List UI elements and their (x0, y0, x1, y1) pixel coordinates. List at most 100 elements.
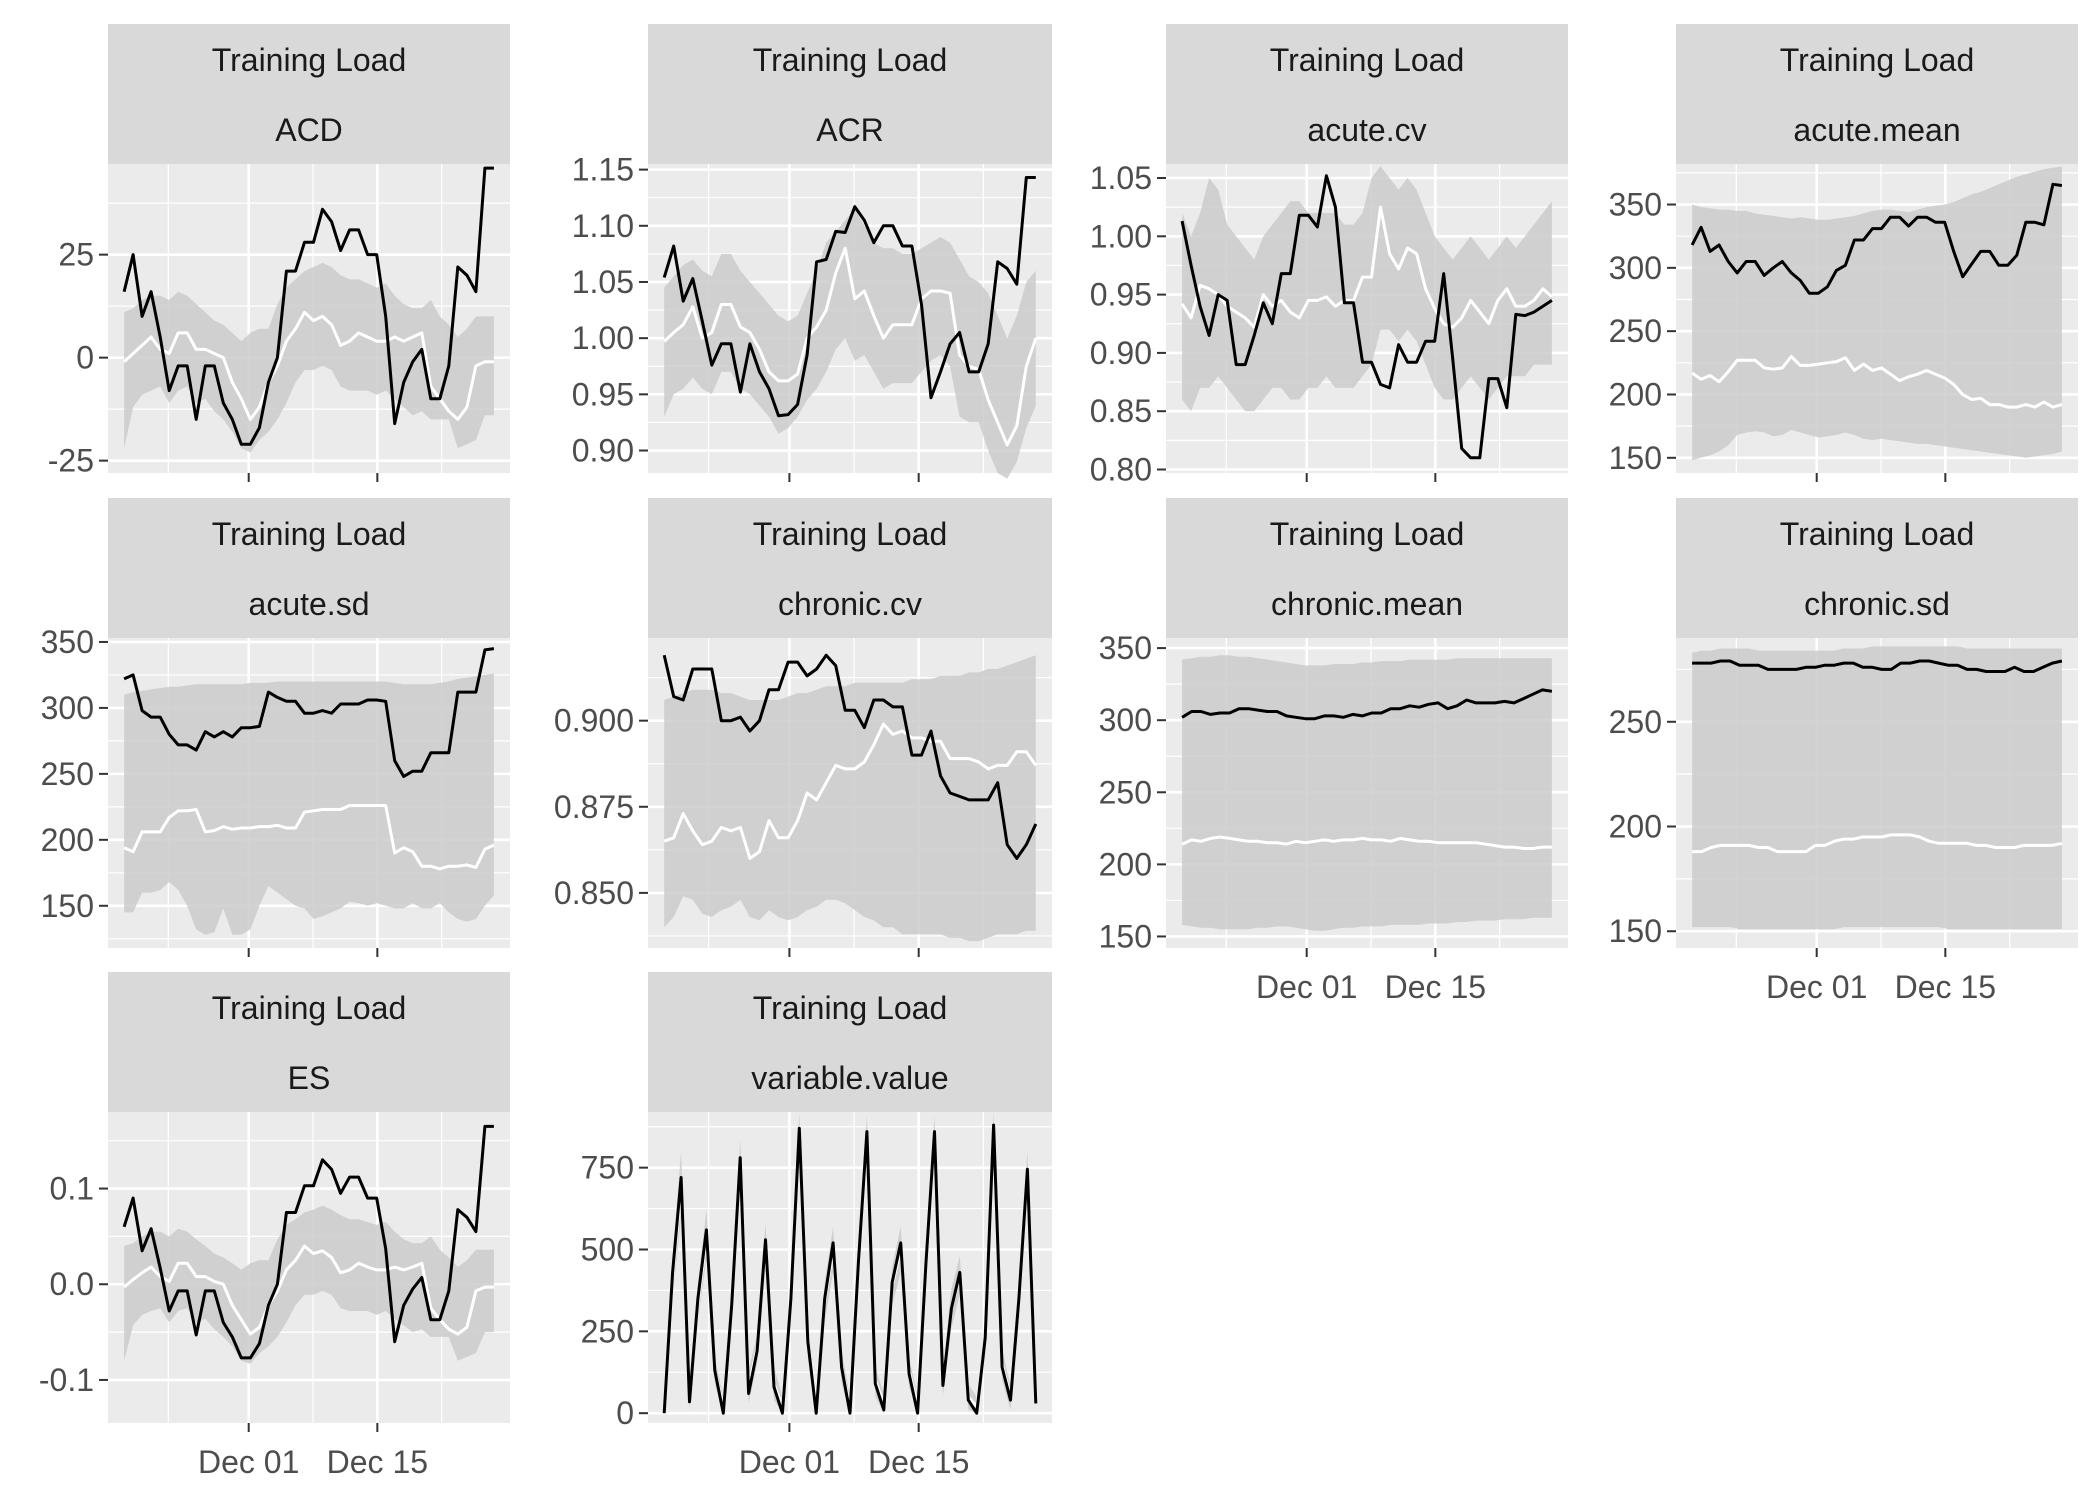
facet-strip-label: Training Load (212, 990, 407, 1026)
facet-strip (648, 972, 1052, 1112)
facet-panel-ACR: Training Load ACR 0.90 0.95 1.00 1.05 1.10 1.15 (572, 24, 1052, 482)
y-tick-label: 0.900 (554, 703, 634, 739)
y-tick-label: 200 (1099, 846, 1152, 882)
facet-panel-chronic-mean: Training Load chronic.mean 150 200 250 300 350… (1099, 498, 1568, 1005)
facet-panel-ACD: Training Load ACD -25 0 25 (48, 24, 510, 482)
y-tick-label: 0.0 (50, 1266, 94, 1302)
facet-panel-ES: Training Load ES -0.1 0.0 0.1 Dec 01 Dec 15 (39, 972, 510, 1480)
facet-strip-label: Training Load (1270, 516, 1465, 552)
x-tick-label: Dec 15 (1385, 969, 1486, 1005)
facet-panel-acute-mean: Training Load acute.mean 150 200 250 300 350 (1609, 24, 2078, 482)
x-tick-label: Dec 01 (739, 1444, 840, 1480)
group-mean-line (663, 722, 1038, 860)
group-mean-line (1181, 835, 1552, 850)
facet-strip (1166, 24, 1568, 164)
y-tick-label: 1.00 (1090, 218, 1152, 254)
y-tick-label: 150 (1609, 913, 1662, 949)
facet-strip-label: Training Load (753, 516, 948, 552)
player-line (1181, 688, 1553, 721)
facet-strip (108, 498, 510, 638)
y-tick-label: 0.80 (1090, 452, 1152, 488)
y-tick-label: 0.850 (554, 875, 634, 911)
player-line (1692, 659, 2063, 673)
group-mean-line (1691, 355, 2063, 409)
y-tick-label: 150 (1099, 918, 1152, 954)
y-tick-label: 0 (76, 340, 94, 376)
group-mean-line (663, 246, 1038, 447)
group-mean-line (123, 804, 495, 871)
y-tick-label: 250 (581, 1313, 634, 1349)
facet-strip-label: Training Load (1270, 42, 1465, 78)
normal-range-band (124, 673, 494, 935)
y-tick-label: 0.1 (50, 1171, 94, 1207)
player-line (662, 1123, 1038, 1415)
y-tick-label: 300 (41, 690, 94, 726)
facet-strip (1676, 24, 2078, 164)
facet-strip (648, 24, 1052, 164)
facet-variable-label: acute.cv (1307, 112, 1426, 148)
y-tick-label: 0 (616, 1395, 634, 1431)
player-line (122, 166, 494, 446)
facet-variable-label: chronic.mean (1271, 586, 1463, 622)
y-tick-label: 250 (1099, 774, 1152, 810)
facet-variable-label: variable.value (751, 1060, 948, 1096)
facet-panel-chronic-sd: Training Load chronic.sd 150 200 250 Dec 01 De… (1609, 498, 2078, 1005)
y-tick-label: 500 (581, 1231, 634, 1267)
y-tick-label: 150 (41, 888, 94, 924)
y-tick-label: 150 (1609, 440, 1662, 476)
y-tick-label: 1.15 (572, 152, 634, 188)
facet-strip-label: Training Load (1780, 516, 1975, 552)
y-tick-label: 0.875 (554, 789, 634, 825)
y-tick-label: 250 (1609, 313, 1662, 349)
normal-range-band (1692, 166, 2062, 461)
y-tick-label: 200 (41, 822, 94, 858)
facet-panel-acute-cv: Training Load acute.cv 0.80 0.85 0.90 0.95 1.0… (1090, 24, 1568, 488)
x-tick-label: Dec 01 (1256, 969, 1357, 1005)
y-tick-label: 0.90 (572, 433, 634, 469)
y-tick-label: 300 (1099, 702, 1152, 738)
x-tick-label: Dec 15 (868, 1444, 969, 1480)
facet-variable-label: ES (288, 1060, 331, 1096)
facet-panel-chronic-cv: Training Load chronic.cv 0.850 0.875 0.900 (554, 498, 1052, 957)
group-mean-line (123, 1244, 494, 1336)
y-tick-label: 0.85 (1090, 393, 1152, 429)
y-tick-label: 250 (41, 756, 94, 792)
y-tick-label: -0.1 (39, 1362, 94, 1398)
facet-strip (1676, 498, 2078, 638)
facet-variable-label: chronic.cv (778, 586, 922, 622)
facet-strip (108, 24, 510, 164)
facet-strip-label: Training Load (212, 42, 407, 78)
y-tick-label: -25 (48, 443, 94, 479)
normal-range-band (124, 262, 494, 453)
facet-variable-label: chronic.sd (1804, 586, 1950, 622)
facet-strip-label: Training Load (753, 42, 948, 78)
facet-variable-label: ACR (816, 112, 884, 148)
y-tick-label: 200 (1609, 376, 1662, 412)
normal-range-band (124, 1205, 494, 1364)
facet-strip (108, 972, 510, 1112)
y-tick-label: 0.90 (1090, 335, 1152, 371)
y-tick-label: 250 (1609, 704, 1662, 740)
y-tick-label: 200 (1609, 809, 1662, 845)
player-line (1180, 174, 1553, 460)
y-tick-label: 750 (581, 1150, 634, 1186)
player-line (122, 1124, 494, 1360)
normal-range-band (1182, 655, 1552, 931)
facet-panel-variable-value: Training Load variable.value 0 250 500 750 Dec… (581, 972, 1052, 1480)
group-mean-line (1180, 205, 1553, 329)
facet-strip-label: Training Load (212, 516, 407, 552)
facet-panel-acute-sd: Training Load acute.sd 150 200 250 300 350 (41, 498, 510, 957)
y-tick-label: 1.10 (572, 208, 634, 244)
group-mean-line (123, 310, 494, 421)
player-line (123, 647, 495, 778)
facet-strip-label: Training Load (753, 990, 948, 1026)
facet-variable-label: acute.mean (1793, 112, 1960, 148)
normal-range-band (664, 655, 1036, 942)
facet-strip (648, 498, 1052, 638)
player-line (1690, 182, 2063, 295)
player-line (662, 653, 1038, 860)
group-mean-line (1692, 833, 2063, 854)
x-tick-label: Dec 15 (1895, 969, 1996, 1005)
y-tick-label: 25 (58, 237, 94, 273)
